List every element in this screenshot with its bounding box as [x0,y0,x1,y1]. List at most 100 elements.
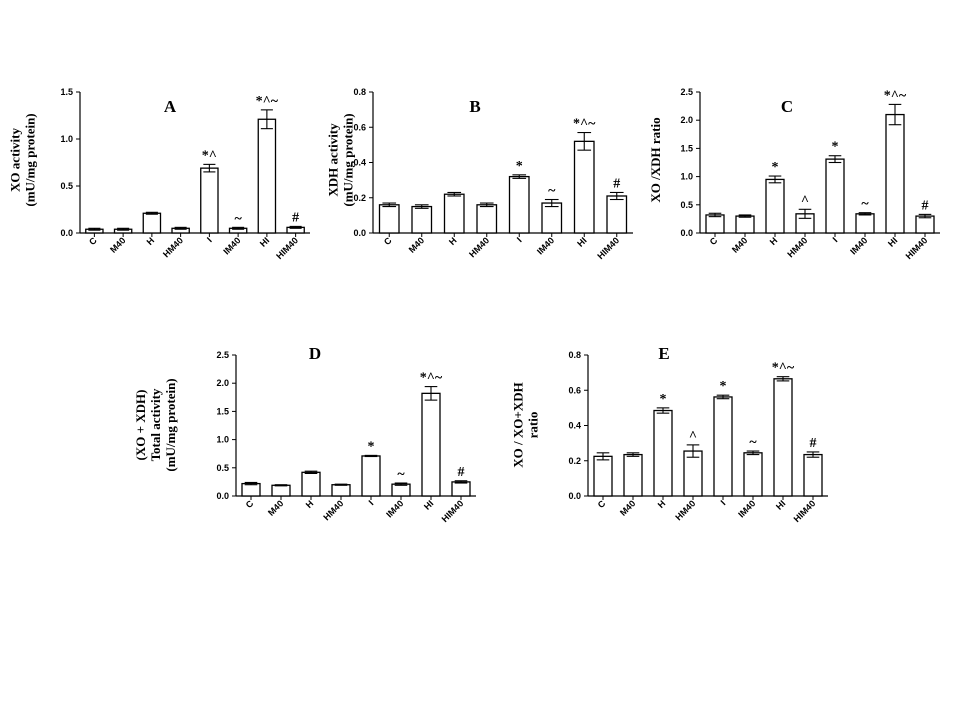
y-axis-label-line: (XO + XDH) [133,390,148,461]
bar-c [705,214,725,234]
significance-label: * [516,159,523,174]
y-tick-label: 0.6 [568,385,581,395]
y-tick-label: 1.5 [60,87,73,97]
significance-label: *^~ [772,361,795,376]
bar-im40 [743,452,763,497]
y-tick-label: 0.2 [568,456,581,466]
y-tick-label: 0.0 [60,228,73,238]
y-axis-label: (XO + XDH)Total activity(mU/mg protein) [133,378,178,471]
y-axis-label-line: (mU/mg protein) [341,113,356,206]
y-tick-label: 0.0 [216,491,229,501]
bar-i [200,167,219,234]
bar-im40 [855,213,875,234]
significance-label: * [832,140,839,155]
y-tick-label: 0.8 [568,350,581,360]
significance-label: *^ [202,148,217,163]
bar-hi [421,392,441,497]
y-tick-label: 2.5 [680,87,693,97]
y-tick-label: 2.0 [216,378,229,388]
panel-letter: A [164,97,177,116]
significance-label: ~ [861,197,869,212]
bar-c [593,455,613,497]
significance-label: *^~ [884,88,907,103]
y-tick-label: 1.5 [680,143,693,153]
bar-h [142,212,162,234]
significance-label: # [292,210,299,225]
bar-im40 [391,483,411,497]
y-axis-label: XO /XDH ratio [648,117,663,202]
significance-label: * [772,160,779,175]
x-category-label: H [768,235,780,247]
bar-m40 [735,215,755,234]
significance-label: ^ [689,429,697,444]
x-category-label: I [515,235,524,244]
significance-label: * [660,392,667,407]
bar-i [361,455,381,497]
bar-h [653,409,673,497]
bar-hm40 [476,204,498,234]
y-tick-label: 1.0 [60,134,73,144]
bar-m40 [411,205,433,234]
significance-label: ^ [801,193,809,208]
bar-c [378,204,400,234]
bar-him40 [803,453,823,497]
bar-h [765,178,785,234]
bar-hm40 [331,484,351,497]
y-tick-label: 2.0 [680,115,693,125]
y-axis-label: XDH activity(mU/mg protein) [326,113,356,206]
y-axis-label-line: Total activity [148,388,163,461]
x-category-label: I [831,235,840,244]
x-category-label: H [656,498,668,510]
bar-hi [257,118,277,234]
bar-i [713,396,733,497]
y-axis-label-line: XO /XDH ratio [648,117,663,202]
bar-i [508,175,530,234]
y-axis-label-line: XO / XO+XDH [511,382,526,467]
y-tick-label: 0.5 [60,181,73,191]
bar-him40 [915,215,935,234]
significance-label: ~ [548,184,556,199]
y-tick-label: 0.8 [353,87,366,97]
bar-hi [773,378,793,497]
significance-label: * [368,439,375,454]
y-tick-label: 1.0 [216,435,229,445]
y-axis-label-line: (mU/mg protein) [23,113,38,206]
bar-i [825,158,845,234]
chart-panel-b: 0.00.20.40.60.8C M40 H HM40 I*IM40~HI*^~HIM4… [326,87,633,261]
y-tick-label: 0.5 [216,463,229,473]
y-axis-label-line: ratio [526,412,541,439]
significance-label: * [720,379,727,394]
significance-label: *^~ [573,117,596,132]
bar-h [301,471,321,497]
x-category-label: H [447,235,459,247]
x-category-label: H [304,498,316,510]
bar-c [241,482,261,497]
y-tick-label: 0.0 [568,491,581,501]
y-tick-label: 0.5 [680,200,693,210]
y-tick-label: 0.0 [680,228,693,238]
significance-label: *^~ [420,371,443,386]
significance-label: # [458,465,465,480]
y-axis-label: XO activity(mU/mg protein) [8,113,38,206]
bar-m40 [271,484,291,497]
y-tick-label: 0.4 [568,421,581,431]
y-axis-label: XO / XO+XDHratio [511,382,541,467]
y-tick-label: 0.6 [353,122,366,132]
bar-hi [885,113,905,234]
significance-label: ~ [234,211,242,226]
y-tick-label: 1.0 [680,172,693,182]
bar-him40 [451,481,471,497]
y-axis-label-line: XDH activity [326,123,341,197]
x-category-label: I [205,235,214,244]
y-axis-label-line: (mU/mg protein) [163,378,178,471]
x-category-label: I [719,498,728,507]
panel-letter: C [781,97,793,116]
bar-h [443,193,465,234]
y-tick-label: 2.5 [216,350,229,360]
significance-label: # [613,176,620,191]
y-tick-label: 0.4 [353,158,366,168]
chart-panel-d: 0.00.51.01.52.02.5C M40 H HM40 I*IM40~HI*^~H… [133,344,476,524]
x-category-label: H [145,235,157,247]
